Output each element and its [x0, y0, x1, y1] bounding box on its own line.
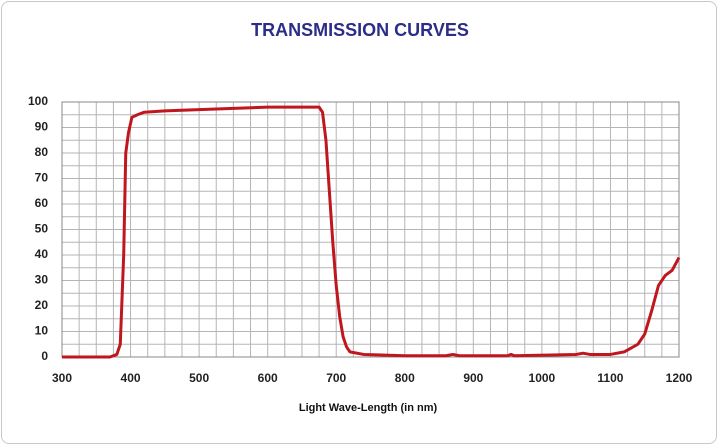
x-tick-label: 300 [52, 371, 72, 385]
data-line [62, 105, 681, 359]
y-tick-label: 50 [35, 222, 49, 236]
x-tick-label: 1200 [666, 371, 693, 385]
y-tick-label: 80 [35, 145, 49, 159]
y-tick-label: 70 [35, 171, 49, 185]
x-tick-label: 600 [258, 371, 278, 385]
y-tick-label: 60 [35, 196, 49, 210]
x-tick-label: 400 [121, 371, 141, 385]
x-axis-label: Light Wave-Length (in nm) [299, 402, 438, 414]
y-tick-label: 100 [28, 94, 48, 108]
x-tick-label: 700 [326, 371, 346, 385]
x-tick-label: 800 [395, 371, 415, 385]
y-tick-label: 40 [35, 247, 49, 261]
x-tick-label: 1100 [597, 371, 623, 385]
y-tick-label: 30 [35, 273, 49, 287]
y-tick-label: 10 [35, 324, 49, 338]
y-tick-label: 20 [35, 298, 49, 312]
x-tick-label: 500 [189, 371, 209, 385]
chart-title: TRANSMISSION CURVES [251, 20, 469, 40]
plot-border [61, 101, 680, 358]
x-tick-label: 900 [463, 371, 483, 385]
x-tick-label: 1000 [529, 371, 556, 385]
y-tick-label: 0 [41, 349, 48, 363]
y-tick-label: 90 [35, 120, 49, 134]
